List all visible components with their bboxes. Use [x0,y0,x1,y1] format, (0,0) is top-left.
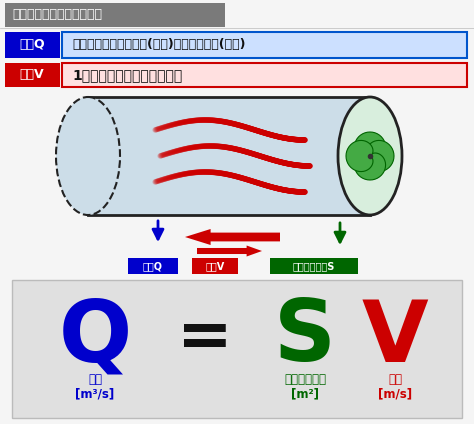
FancyBboxPatch shape [5,63,60,87]
Text: 風量Q: 風量Q [19,39,45,51]
Text: 通過する面積S: 通過する面積S [293,261,335,271]
Polygon shape [346,140,373,172]
Ellipse shape [56,97,120,215]
FancyBboxPatch shape [62,63,467,87]
Polygon shape [355,153,385,180]
Polygon shape [355,132,385,159]
FancyBboxPatch shape [12,280,462,418]
Polygon shape [367,140,394,172]
FancyBboxPatch shape [5,32,60,58]
Text: 風速V: 風速V [205,261,225,271]
Text: [m²]: [m²] [291,387,319,400]
Text: 風量: 風量 [88,373,102,386]
Text: 風速V: 風速V [20,69,44,81]
Polygon shape [197,245,262,257]
FancyBboxPatch shape [5,3,225,27]
Ellipse shape [338,97,402,215]
Text: V: V [362,296,428,379]
Text: [m³/s]: [m³/s] [75,387,115,400]
Text: 風速: 風速 [388,373,402,386]
Text: [m/s]: [m/s] [378,387,412,400]
FancyBboxPatch shape [128,258,178,274]
Text: S: S [274,296,336,379]
FancyBboxPatch shape [270,258,358,274]
Text: Q: Q [58,296,132,379]
Polygon shape [185,229,280,245]
Text: 『風量』と『風速』の違い: 『風量』と『風速』の違い [12,8,102,22]
Text: 単位時間あたりに通過(移動)する空気の量(体積): 単位時間あたりに通過(移動)する空気の量(体積) [72,39,246,51]
Text: 1秒間に移動する空気の距離: 1秒間に移動する空気の距離 [72,68,182,82]
FancyBboxPatch shape [62,32,467,58]
Text: 風量Q: 風量Q [143,261,163,271]
FancyBboxPatch shape [88,97,370,215]
FancyBboxPatch shape [192,258,238,274]
Text: =: = [177,305,233,371]
Text: 通過する面積: 通過する面積 [284,373,326,386]
